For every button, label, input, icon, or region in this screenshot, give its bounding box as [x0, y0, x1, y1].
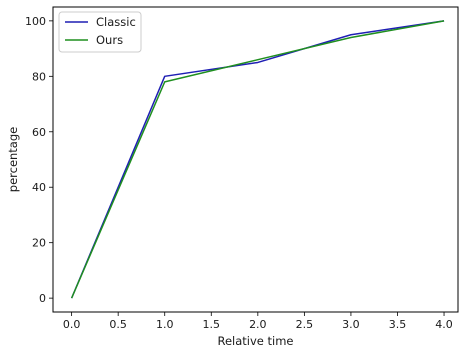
- x-tick-label: 1.0: [156, 318, 174, 331]
- y-tick-label: 20: [32, 237, 46, 250]
- y-tick-label: 0: [39, 292, 46, 305]
- x-tick-label: 2.0: [249, 318, 267, 331]
- x-axis-ticks: 0.0 0.5 1.0 1.5 2.0 2.5 3.0 3.5 4.0: [63, 312, 453, 331]
- x-axis-label: Relative time: [217, 334, 293, 347]
- x-tick-label: 2.5: [296, 318, 314, 331]
- y-tick-label: 100: [25, 15, 46, 28]
- y-tick-label: 40: [32, 181, 46, 194]
- y-axis-label: percentage: [6, 127, 20, 192]
- series-line-classic: [70, 20, 445, 299]
- y-tick-label: 60: [32, 126, 46, 139]
- x-tick-label: 4.0: [435, 318, 453, 331]
- x-tick-label: 0.0: [63, 318, 81, 331]
- legend-label-ours: Ours: [96, 33, 123, 47]
- plot-content: [70, 20, 445, 299]
- x-tick-label: 1.5: [203, 318, 221, 331]
- x-tick-label: 3.0: [342, 318, 360, 331]
- x-tick-label: 3.5: [389, 318, 407, 331]
- plot-frame: [52, 6, 459, 313]
- y-axis-ticks: 0 20 40 60 80 100: [25, 15, 53, 305]
- y-tick-label: 80: [32, 70, 46, 83]
- series-line-ours: [70, 20, 445, 299]
- legend: Classic Ours: [58, 11, 142, 53]
- x-tick-label: 0.5: [109, 318, 127, 331]
- legend-label-classic: Classic: [96, 15, 136, 29]
